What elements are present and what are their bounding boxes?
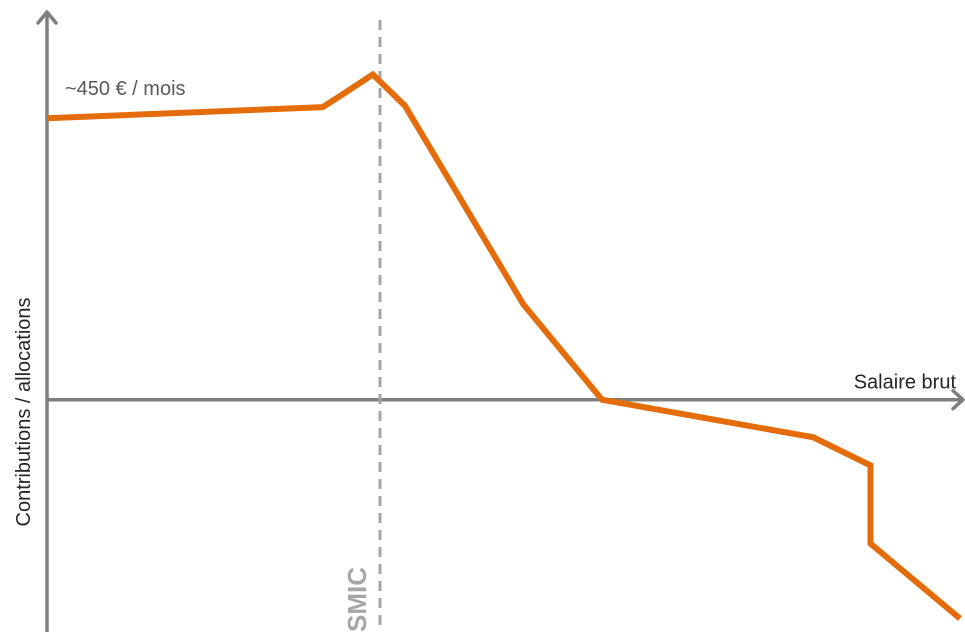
x-axis-arrowhead xyxy=(951,388,965,411)
series-line-0 xyxy=(46,70,962,621)
annotation-450-label: ~450 € / mois xyxy=(65,78,186,100)
x-axis-title: Salaire brut xyxy=(854,372,957,394)
smic-reference-label: SMIC xyxy=(342,567,372,632)
y-axis-arrowhead xyxy=(36,10,58,25)
series-layer xyxy=(46,70,962,621)
y-axis-title: Contributions / allocations xyxy=(13,297,35,526)
